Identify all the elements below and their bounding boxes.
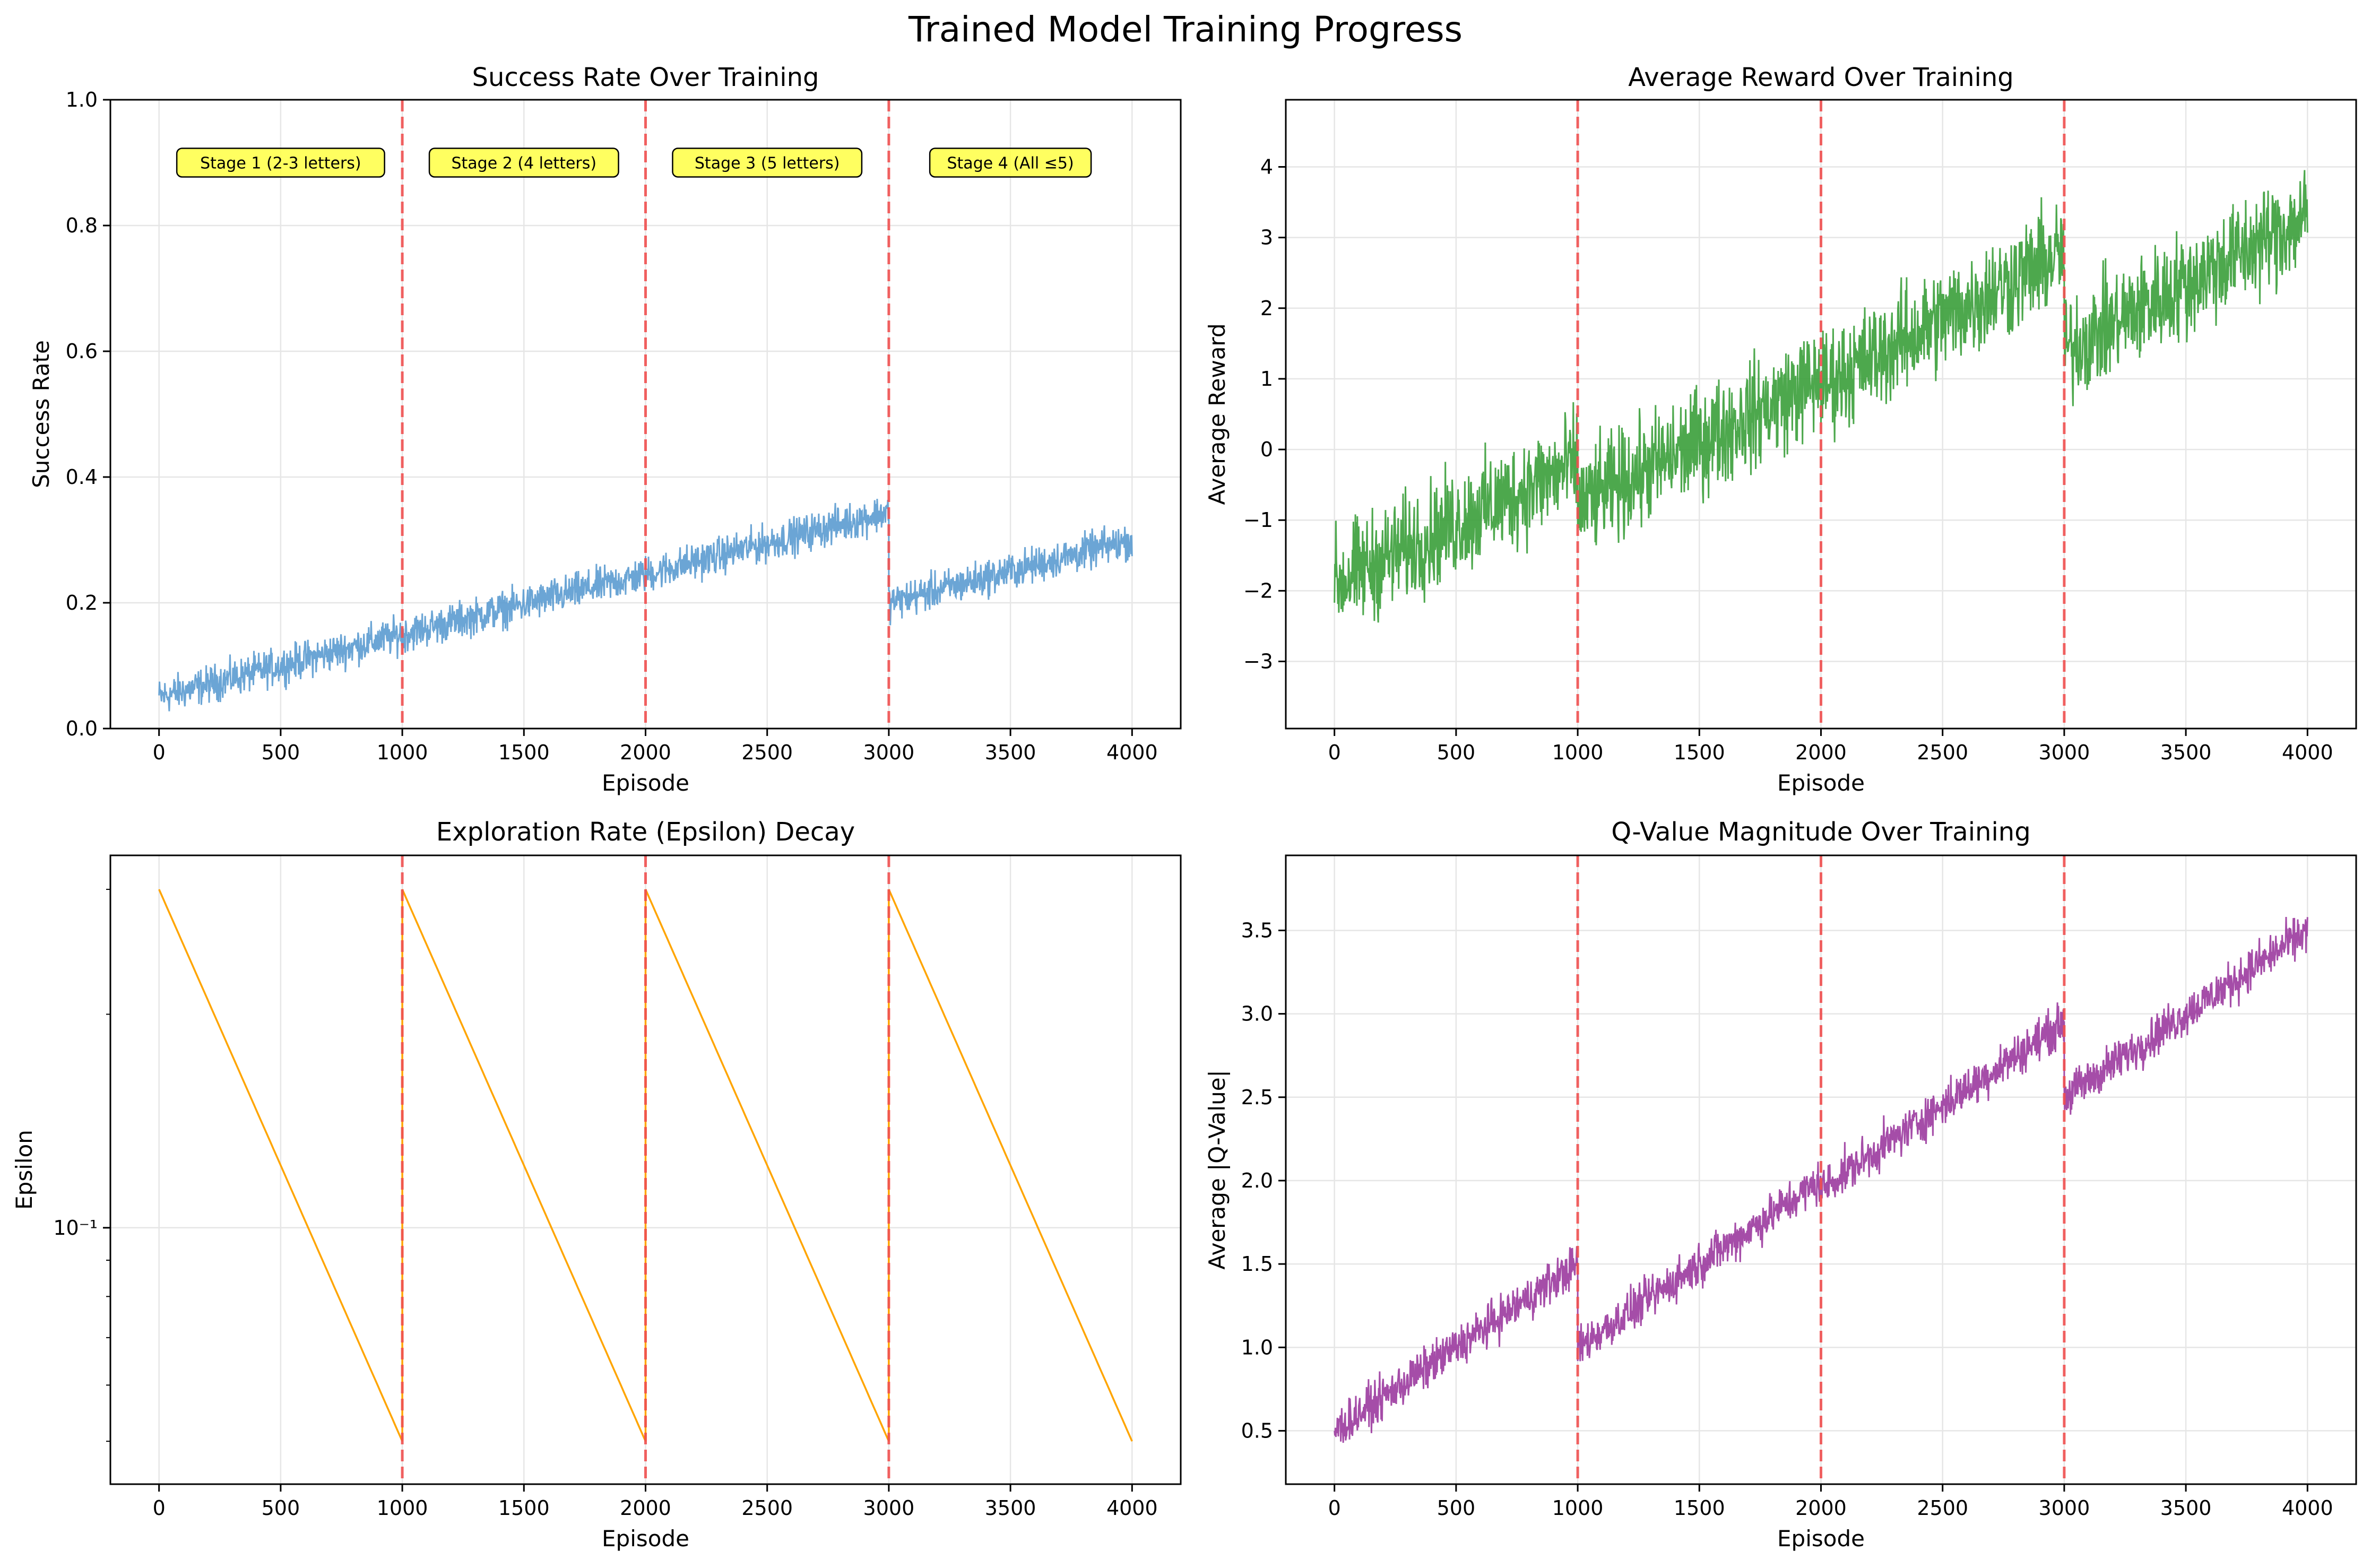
y-tick-label: 3.0 [1241, 1002, 1273, 1026]
x-tick-label: 1500 [498, 741, 550, 764]
panel-title: Success Rate Over Training [472, 63, 819, 92]
y-tick-label: 0.2 [66, 591, 98, 614]
x-tick-label: 2000 [1795, 1496, 1847, 1520]
x-tick-label: 2500 [1917, 741, 1968, 764]
y-axis-label: Success Rate [28, 340, 54, 488]
x-tick-label: 0 [1328, 1496, 1341, 1520]
x-tick-label: 2000 [620, 741, 671, 764]
y-tick-label: 0.4 [66, 465, 98, 489]
panel-epsilon: Exploration Rate (Epsilon) Decay Episode… [11, 817, 1182, 1552]
y-tick-label: 10⁻¹ [53, 1216, 98, 1240]
y-tick-label: 1.0 [66, 88, 98, 111]
panel-title: Average Reward Over Training [1628, 63, 2014, 92]
x-tick-label: 1000 [1552, 1496, 1604, 1520]
y-tick-label: 2.0 [1241, 1169, 1273, 1192]
panel-title: Q-Value Magnitude Over Training [1611, 817, 2030, 847]
x-tick-label: 0 [1328, 741, 1341, 764]
x-tick-label: 500 [1437, 741, 1476, 764]
x-tick-label: 2500 [741, 1496, 793, 1520]
x-tick-label: 500 [262, 741, 300, 764]
x-tick-label: 1500 [1674, 1496, 1725, 1520]
x-axis-label: Episode [1777, 770, 1865, 796]
x-tick-label: 500 [262, 1496, 300, 1520]
y-tick-label: 4 [1260, 155, 1273, 178]
x-tick-label: 3500 [2160, 741, 2212, 764]
x-axis-label: Episode [1777, 1526, 1865, 1552]
x-axis-label: Episode [602, 770, 689, 796]
y-tick-label: 1.0 [1241, 1336, 1273, 1359]
x-tick-label: 3500 [985, 1496, 1036, 1520]
stage-annotation-label: Stage 1 (2-3 letters) [200, 154, 361, 173]
x-tick-label: 3000 [863, 741, 915, 764]
stage-annotation-label: Stage 2 (4 letters) [451, 154, 596, 173]
x-tick-label: 1000 [377, 741, 428, 764]
x-tick-label: 0 [153, 741, 166, 764]
y-tick-label: 0.0 [66, 717, 98, 740]
x-tick-label: 3000 [863, 1496, 915, 1520]
y-tick-label: 1.5 [1241, 1252, 1273, 1276]
x-tick-label: 3000 [2039, 1496, 2090, 1520]
stage-annotation-box [672, 148, 863, 178]
y-tick-label: 3.5 [1241, 919, 1273, 942]
y-tick-label: −2 [1243, 579, 1273, 602]
x-tick-label: 3500 [985, 741, 1036, 764]
y-tick-label: 1 [1260, 367, 1273, 391]
x-tick-label: 2000 [620, 1496, 671, 1520]
x-tick-label: 1000 [1552, 741, 1604, 764]
y-tick-label: 2 [1260, 297, 1273, 320]
y-tick-label: 0.8 [66, 214, 98, 237]
y-tick-label: 3 [1260, 226, 1273, 249]
x-axis-label: Episode [602, 1526, 689, 1552]
x-tick-label: 3500 [2160, 1496, 2212, 1520]
panel-success: Success Rate Over Training Episode Succe… [28, 63, 1182, 796]
y-tick-label: 0.6 [66, 340, 98, 363]
x-tick-label: 2500 [741, 741, 793, 764]
panel-reward: Average Reward Over Training Episode Ave… [1204, 63, 2357, 796]
x-tick-label: 2000 [1795, 741, 1847, 764]
stage-annotation-box [929, 148, 1092, 178]
x-tick-label: 3000 [2039, 741, 2090, 764]
x-tick-label: 1500 [498, 1496, 550, 1520]
x-tick-label: 4000 [2282, 1496, 2333, 1520]
figure-title: Trained Model Training Progress [908, 9, 1463, 50]
stage-annotation-label: Stage 4 (All ≤5) [947, 154, 1074, 173]
x-tick-label: 0 [153, 1496, 166, 1520]
x-tick-label: 500 [1437, 1496, 1476, 1520]
x-tick-label: 4000 [1106, 741, 1158, 764]
y-tick-label: 2.5 [1241, 1086, 1273, 1109]
y-axis-label: Average Reward [1204, 323, 1230, 505]
stage-annotation-box [176, 148, 385, 178]
y-axis-label: Epsilon [11, 1130, 37, 1210]
panel-title: Exploration Rate (Epsilon) Decay [436, 817, 855, 847]
stage-annotation-box [428, 148, 619, 178]
y-tick-label: −1 [1243, 508, 1273, 532]
y-axis-label: Average |Q-Value| [1204, 1070, 1230, 1269]
x-tick-label: 1500 [1674, 741, 1725, 764]
y-tick-label: −3 [1243, 650, 1273, 673]
y-tick-label: 0 [1260, 438, 1273, 461]
x-tick-label: 2500 [1917, 1496, 1968, 1520]
stage-annotation-label: Stage 3 (5 letters) [695, 154, 840, 173]
panel-qvalue: Q-Value Magnitude Over Training Episode … [1204, 817, 2357, 1552]
y-tick-label: 0.5 [1241, 1419, 1273, 1442]
x-tick-label: 1000 [377, 1496, 428, 1520]
x-tick-label: 4000 [1106, 1496, 1158, 1520]
x-tick-label: 4000 [2282, 741, 2333, 764]
